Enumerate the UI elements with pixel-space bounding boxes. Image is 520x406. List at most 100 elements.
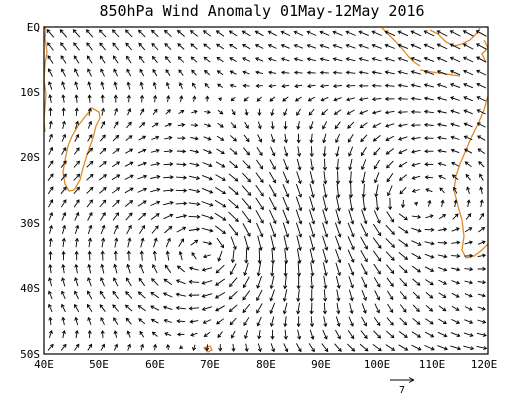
wind-vector: [152, 226, 158, 234]
wind-vector: [386, 252, 394, 261]
coast-australia: [454, 96, 488, 258]
wind-vector: [400, 278, 407, 286]
wind-vector: [243, 148, 249, 155]
wind-vector: [348, 223, 354, 237]
reference-vector: 7: [390, 378, 414, 397]
wind-vector: [399, 240, 408, 247]
wind-vector: [231, 264, 237, 275]
wind-vector: [413, 318, 420, 324]
wind-vector: [152, 30, 159, 37]
map-frame: [44, 27, 488, 354]
wind-vector: [386, 225, 395, 234]
wind-vector: [100, 30, 107, 37]
wind-vector: [400, 318, 407, 325]
wind-vector: [217, 238, 224, 248]
wind-vector: [47, 30, 54, 38]
x-tick-label: 70E: [200, 358, 220, 371]
wind-vector: [242, 211, 250, 222]
wind-vector: [386, 238, 395, 247]
wind-vector: [387, 212, 394, 222]
wind-vector: [272, 262, 273, 276]
wind-vector: [215, 213, 226, 220]
wind-vector: [229, 161, 237, 168]
wind-vector: [373, 238, 381, 249]
wind-vector: [400, 187, 406, 193]
wind-vector: [270, 172, 276, 183]
wind-vector: [138, 213, 145, 220]
wind-vector: [386, 265, 393, 274]
wind-vector: [164, 227, 171, 234]
wind-vector: [229, 199, 239, 208]
wind-vector: [298, 262, 299, 276]
wind-vector: [361, 250, 367, 261]
wind-vector: [256, 210, 263, 223]
wind-vector: [283, 197, 289, 210]
wind-vector: [269, 210, 275, 224]
wind-vector: [374, 264, 381, 274]
wind-vector: [335, 223, 340, 237]
wind-vector: [215, 226, 225, 234]
wind-vector: [215, 200, 226, 207]
coast-sulawesi: [482, 40, 488, 62]
x-tick-label: 90E: [311, 358, 331, 371]
wind-vector: [256, 173, 263, 183]
wind-vector: [373, 251, 380, 261]
reference-vector-label: 7: [399, 385, 405, 396]
wind-vector: [139, 292, 146, 298]
wind-vector: [244, 277, 250, 288]
wind-vector: [165, 30, 172, 36]
wind-vector: [335, 344, 342, 352]
x-tick-label: 100E: [364, 358, 391, 371]
y-tick-label: 10S: [20, 86, 40, 99]
wind-vector: [229, 224, 238, 235]
wind-vector: [216, 265, 224, 273]
map-title: 850hPa Wind Anomaly 01May-12May 2016: [99, 2, 424, 20]
wind-vector: [229, 212, 239, 222]
wind-vector: [229, 174, 238, 181]
wind-vector: [87, 30, 93, 37]
y-tick-label: 40S: [20, 282, 40, 295]
wind-vector: [348, 250, 354, 262]
wind-vector: [386, 331, 394, 338]
x-tick-label: 120E: [471, 358, 498, 371]
wind-vector: [413, 279, 420, 285]
wind-vector: [216, 279, 225, 285]
wind-vector: [413, 292, 419, 299]
wind-vector: [335, 236, 340, 250]
wind-vector: [243, 291, 250, 300]
wind-vector: [126, 30, 133, 37]
wind-vector: [126, 213, 132, 220]
wind-vector: [270, 223, 275, 237]
coast-madagascar: [63, 108, 100, 191]
y-tick-label: 30S: [20, 217, 40, 230]
y-tick-label: 20S: [20, 151, 40, 164]
wind-vector: [256, 198, 264, 210]
wind-vector: [242, 198, 251, 208]
y-axis: EQ 10S 20S 30S 40S 50S: [20, 21, 40, 361]
wind-vector: [387, 318, 393, 325]
wind-vector: [229, 305, 237, 312]
wind-vector: [272, 249, 273, 264]
wind-vector: [230, 278, 238, 287]
wind-vector: [348, 236, 354, 249]
x-tick-label: 40E: [34, 358, 54, 371]
wind-vector: [243, 304, 250, 312]
x-axis: 40E 50E 60E 70E 80E 90E 100E 110E 120E: [34, 358, 497, 371]
wind-vector: [269, 197, 276, 210]
wind-vector: [176, 203, 187, 204]
wind-vector: [256, 160, 262, 169]
coastlines: [44, 26, 488, 352]
x-tick-label: 110E: [419, 358, 446, 371]
wind-vector: [60, 30, 67, 38]
wind-vector: [361, 264, 367, 275]
wind-vector: [387, 278, 393, 287]
wind-vector: [269, 185, 275, 197]
wind-vector: [259, 249, 260, 263]
x-tick-label: 50E: [89, 358, 109, 371]
x-tick-label: 80E: [256, 358, 276, 371]
wind-vector: [242, 173, 250, 182]
wind-vector: [350, 171, 351, 183]
wind-vector: [374, 210, 379, 223]
